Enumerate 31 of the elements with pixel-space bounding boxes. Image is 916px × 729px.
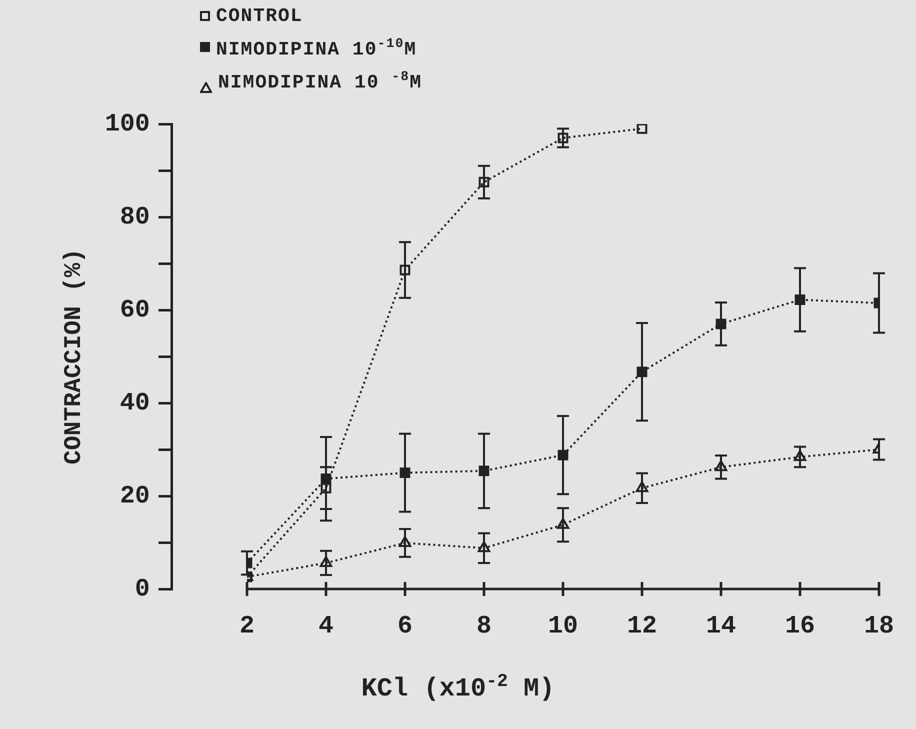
point: [714, 460, 728, 472]
y-tick-label: 100: [104, 109, 150, 138]
point: [478, 176, 490, 188]
y-tick-label: 80: [120, 202, 150, 232]
x-tick-label: 18: [864, 611, 894, 640]
point: [556, 518, 570, 529]
x-tick-label: 8: [476, 611, 492, 640]
x-tick-label: 12: [626, 611, 658, 640]
x-tick-label: 16: [784, 611, 816, 640]
x-tick-label: 10: [548, 611, 578, 640]
point: [478, 541, 490, 552]
x-tick-label: 4: [318, 611, 334, 640]
legend-label: NIMODIPINA 10 $^{-8}$M: [218, 68, 422, 96]
point: [794, 450, 806, 461]
legend-label: CONTROL: [216, 4, 303, 29]
y-tick-label: 40: [120, 388, 150, 418]
x-tick-label: 6: [397, 611, 413, 640]
point: [320, 556, 332, 567]
x-tick-label: 14: [706, 611, 736, 640]
point: [398, 536, 412, 547]
y-tick-label: 0: [134, 574, 150, 604]
x-axis-title: KCl (x10$^{-2}$ M): [360, 672, 556, 704]
point: [636, 481, 648, 492]
point: [636, 124, 648, 134]
x-tick-label: 2: [239, 611, 255, 640]
y-tick-label: 60: [120, 295, 150, 324]
y-axis-title: CONTRACCION (%): [60, 248, 88, 465]
legend-label: NIMODIPINA 10$^{-10}$M: [216, 35, 417, 62]
y-tick-label: 20: [120, 481, 150, 510]
point: [320, 482, 332, 494]
point: [400, 264, 410, 276]
